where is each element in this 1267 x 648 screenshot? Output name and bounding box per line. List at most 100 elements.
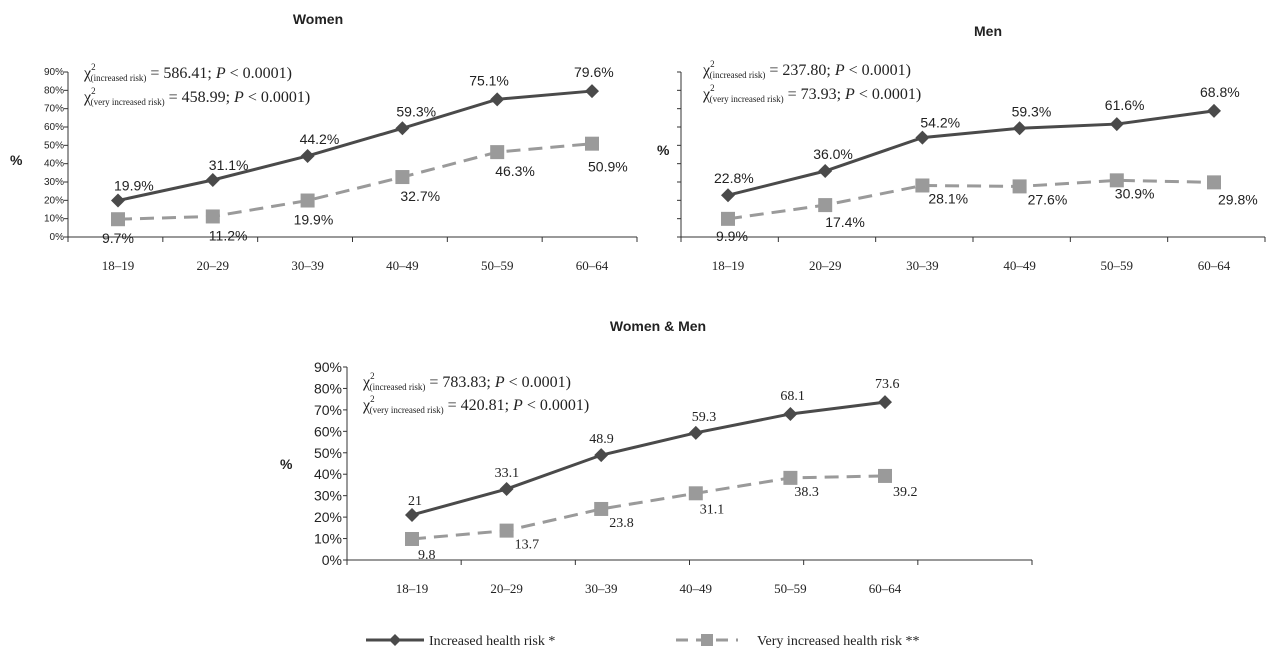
data-point xyxy=(1207,175,1221,190)
stat-line: χ2 (very increased risk) = 420.81; P < 0.… xyxy=(362,394,589,415)
data-label: 54.2% xyxy=(920,115,960,131)
data-label: 31.1% xyxy=(209,157,249,173)
y-tick-label: 80% xyxy=(314,380,342,396)
data-point xyxy=(1109,117,1124,132)
series-line-very-increased xyxy=(117,142,593,221)
data-label: 61.6% xyxy=(1105,97,1145,113)
x-tick-label: 60–64 xyxy=(576,258,609,273)
data-point xyxy=(688,486,703,501)
chart-0: Women% 0% 10% 20% 30% 40% 50% 60% 70% 80% 90% 18–19… xyxy=(10,11,638,273)
data-point xyxy=(499,523,514,538)
x-tick-label: 60–64 xyxy=(869,581,902,596)
data-label: 68.8% xyxy=(1200,84,1240,100)
data-point xyxy=(818,164,833,178)
legend-marker-increased xyxy=(389,634,401,646)
x-tick-label: 20–29 xyxy=(809,258,842,273)
data-label: 38.3 xyxy=(794,485,819,500)
y-tick-label: 0% xyxy=(50,232,65,243)
y-tick-label: 90% xyxy=(314,359,342,375)
data-label: 33.1 xyxy=(495,466,519,481)
data-label: 19.9% xyxy=(294,212,334,228)
data-label: 48.9 xyxy=(589,432,614,447)
data-label: 9.9% xyxy=(716,228,748,244)
y-tick-label: 70% xyxy=(314,402,342,418)
chart-title: Women & Men xyxy=(610,318,706,334)
series-line-increased xyxy=(117,89,593,202)
data-point xyxy=(721,188,735,203)
data-point xyxy=(395,121,410,136)
y-tick-label: 20% xyxy=(44,195,64,206)
data-point xyxy=(1012,121,1027,136)
data-label: 28.1% xyxy=(928,190,968,206)
data-point xyxy=(395,170,410,185)
x-tick-label: 50–59 xyxy=(774,581,807,596)
stat-line: χ2 (very increased risk) = 73.93; P < 0.0… xyxy=(702,83,921,104)
legend: Increased health risk * Very increased he… xyxy=(366,634,920,648)
data-label: 11.2% xyxy=(209,227,248,243)
stat-line: χ2 (increased risk) = 783.83; P < 0.0001) xyxy=(362,371,571,392)
data-label: 9.7% xyxy=(102,230,134,246)
series-line-very-increased xyxy=(727,178,1215,221)
y-tick-label: 30% xyxy=(44,177,64,188)
data-point xyxy=(205,172,220,187)
y-tick-label: 90% xyxy=(44,67,64,78)
x-tick-label: 18–19 xyxy=(712,258,745,273)
data-point xyxy=(594,501,609,516)
y-tick-label: 50% xyxy=(44,140,64,151)
data-label: 44.2% xyxy=(300,131,340,147)
data-point xyxy=(490,92,505,107)
y-axis-label: % xyxy=(10,152,23,168)
data-label: 39.2 xyxy=(893,485,918,500)
x-tick-label: 40–49 xyxy=(680,581,713,596)
stat-line: χ2 (increased risk) = 237.80; P < 0.0001) xyxy=(702,59,911,80)
data-label: 59.3 xyxy=(692,410,717,425)
y-tick-label: 60% xyxy=(314,423,342,439)
x-tick-label: 18–19 xyxy=(102,258,135,273)
y-tick-label: 40% xyxy=(314,466,342,482)
data-label: 9.8 xyxy=(418,548,436,563)
x-tick-label: 30–39 xyxy=(291,258,324,273)
data-point xyxy=(585,136,599,151)
data-point xyxy=(721,211,735,226)
series-line-increased xyxy=(411,400,886,517)
data-point xyxy=(878,468,892,483)
data-point xyxy=(205,209,220,224)
x-tick-label: 20–29 xyxy=(197,258,230,273)
x-tick-label: 20–29 xyxy=(490,581,523,596)
data-point xyxy=(300,193,315,208)
data-label: 32.7% xyxy=(400,188,440,204)
data-label: 36.0% xyxy=(813,146,853,162)
data-point xyxy=(499,482,514,497)
y-axis-label: % xyxy=(280,456,293,472)
y-axis-label: % xyxy=(657,142,670,158)
data-label: 21 xyxy=(408,494,422,509)
data-label: 75.1% xyxy=(469,72,509,88)
y-tick-label: 60% xyxy=(44,122,64,133)
y-tick-label: 80% xyxy=(44,85,64,96)
data-label: 68.1 xyxy=(780,389,805,404)
y-tick-label: 40% xyxy=(44,159,64,170)
data-label: 19.9% xyxy=(114,178,154,194)
data-label: 31.1 xyxy=(700,502,725,517)
data-point xyxy=(878,395,892,410)
data-label: 30.9% xyxy=(1115,185,1155,201)
data-label: 50.9% xyxy=(588,159,628,175)
x-tick-label: 18–19 xyxy=(396,581,429,596)
data-point xyxy=(915,178,930,193)
data-point xyxy=(915,130,930,145)
data-point xyxy=(490,145,505,160)
data-label: 59.3% xyxy=(1012,103,1052,119)
x-tick-label: 40–49 xyxy=(1003,258,1036,273)
y-tick-label: 30% xyxy=(314,488,342,504)
legend-marker-very-increased xyxy=(701,634,713,646)
data-point xyxy=(688,425,703,440)
data-point xyxy=(1207,103,1221,118)
data-point xyxy=(594,448,609,463)
data-point xyxy=(405,531,419,546)
stat-line: χ2 (increased risk) = 586.41; P < 0.0001) xyxy=(83,62,292,83)
data-label: 29.8% xyxy=(1218,191,1258,207)
data-label: 73.6 xyxy=(875,377,900,392)
series-line-increased xyxy=(727,109,1215,197)
x-tick-label: 60–64 xyxy=(1198,258,1231,273)
chart-title: Women xyxy=(293,11,343,27)
